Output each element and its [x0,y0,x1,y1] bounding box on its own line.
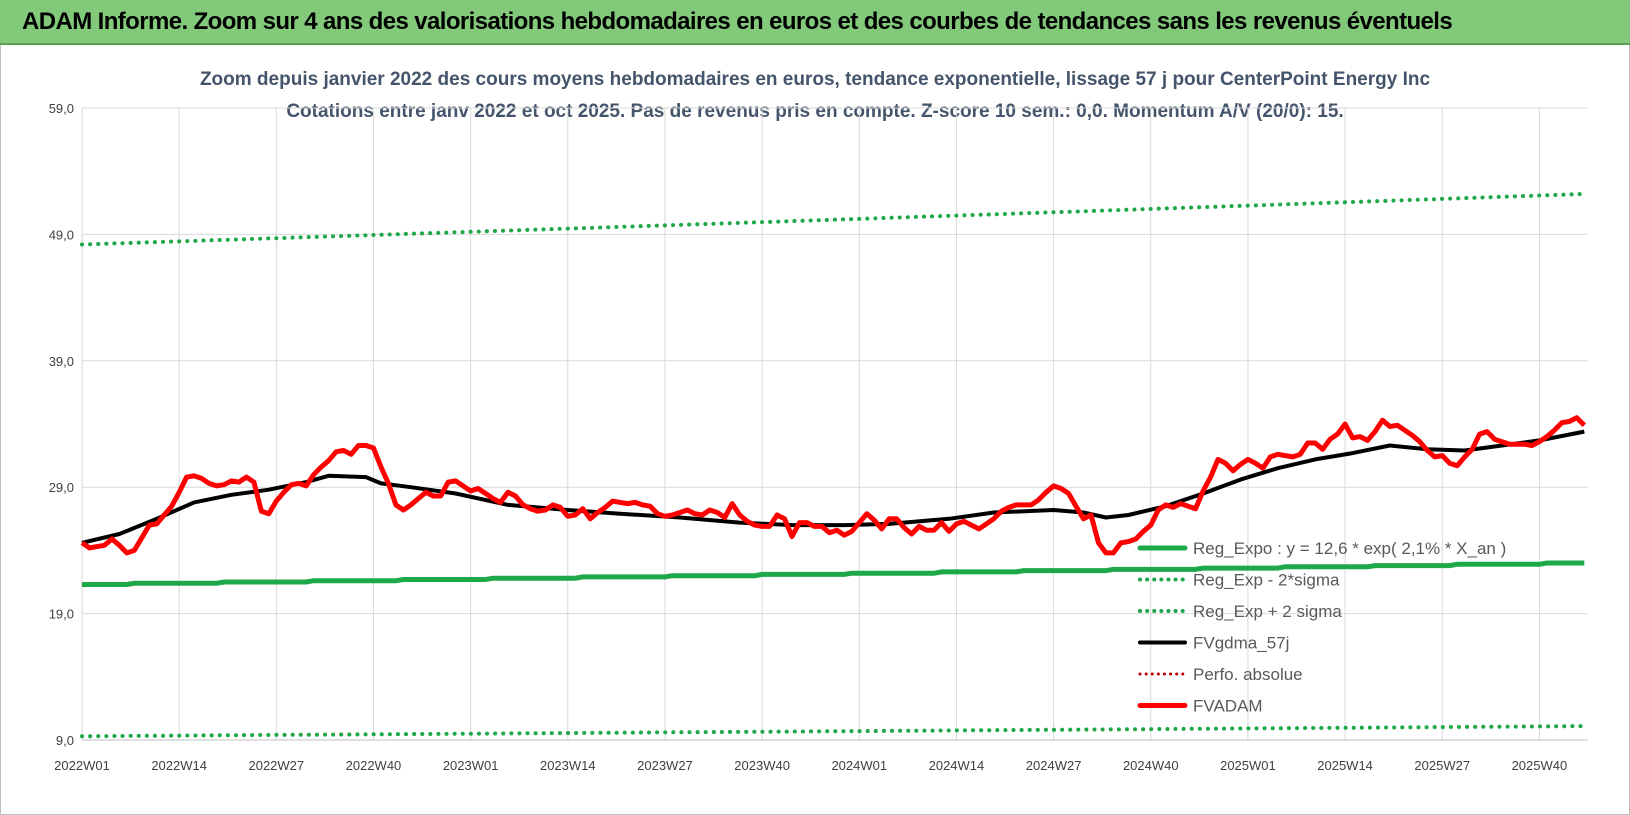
x-tick-label: 2025W01 [1220,758,1276,773]
y-tick-label: 9,0 [56,733,74,748]
x-tick-label: 2024W27 [1026,758,1082,773]
reg-exp-plus-2sigma-line [80,192,1587,247]
fvadam-line [80,415,1587,556]
x-axis-ticks: 2022W01 2022W14 2022W27 2022W40 2023W01 2023W… [54,758,1567,773]
y-tick-label: 19,0 [49,607,74,622]
legend-label-reg_plus: Reg_Exp + 2 sigma [1193,602,1342,621]
y-tick-label: 59,0 [49,101,74,116]
x-tick-label: 2023W27 [637,758,693,773]
x-tick-label: 2024W01 [831,758,887,773]
y-axis-ticks: 9,0 19,0 29,0 39,0 49,0 59,0 [49,101,74,748]
x-tick-label: 2023W01 [443,758,499,773]
report-banner: ADAM Informe. Zoom sur 4 ans des valoris… [0,0,1630,45]
legend-label-perfo: Perfo. absolue [1193,665,1303,684]
y-tick-label: 39,0 [49,354,74,369]
x-tick-label: 2024W40 [1123,758,1179,773]
x-tick-label: 2023W40 [734,758,790,773]
x-tick-label: 2025W40 [1512,758,1568,773]
x-tick-label: 2025W27 [1414,758,1470,773]
x-tick-label: 2024W14 [929,758,985,773]
series-layer [80,192,1587,739]
x-tick-label: 2022W14 [151,758,207,773]
chart-title-line1: Zoom depuis janvier 2022 des cours moyen… [200,69,1431,90]
banner-title: ADAM Informe. Zoom sur 4 ans des valoris… [22,8,1453,35]
legend-label-fvadam: FVADAM [1193,697,1263,716]
x-tick-label: 2022W27 [248,758,304,773]
x-tick-label: 2025W14 [1317,758,1373,773]
x-tick-label: 2022W01 [54,758,110,773]
reg-expo-line [82,560,1585,587]
x-tick-label: 2022W40 [346,758,402,773]
legend-label-reg_minus: Reg_Exp - 2*sigma [1193,571,1340,590]
chart-title-line2: Cotations entre janv 2022 et oct 2025. P… [286,101,1343,122]
legend-label-reg_expo: Reg_Expo : y = 12,6 * exp( 2,1% * X_an ) [1193,539,1506,558]
y-tick-label: 29,0 [49,480,74,495]
y-tick-label: 49,0 [49,227,74,242]
reg-exp-minus-2sigma-line [80,724,1587,739]
legend-label-fvgdma: FVgdma_57j [1193,634,1289,653]
x-tick-label: 2023W14 [540,758,596,773]
gridlines [81,107,1588,741]
legend: Reg_Expo : y = 12,6 * exp( 2,1% * X_an )… [1137,539,1506,716]
